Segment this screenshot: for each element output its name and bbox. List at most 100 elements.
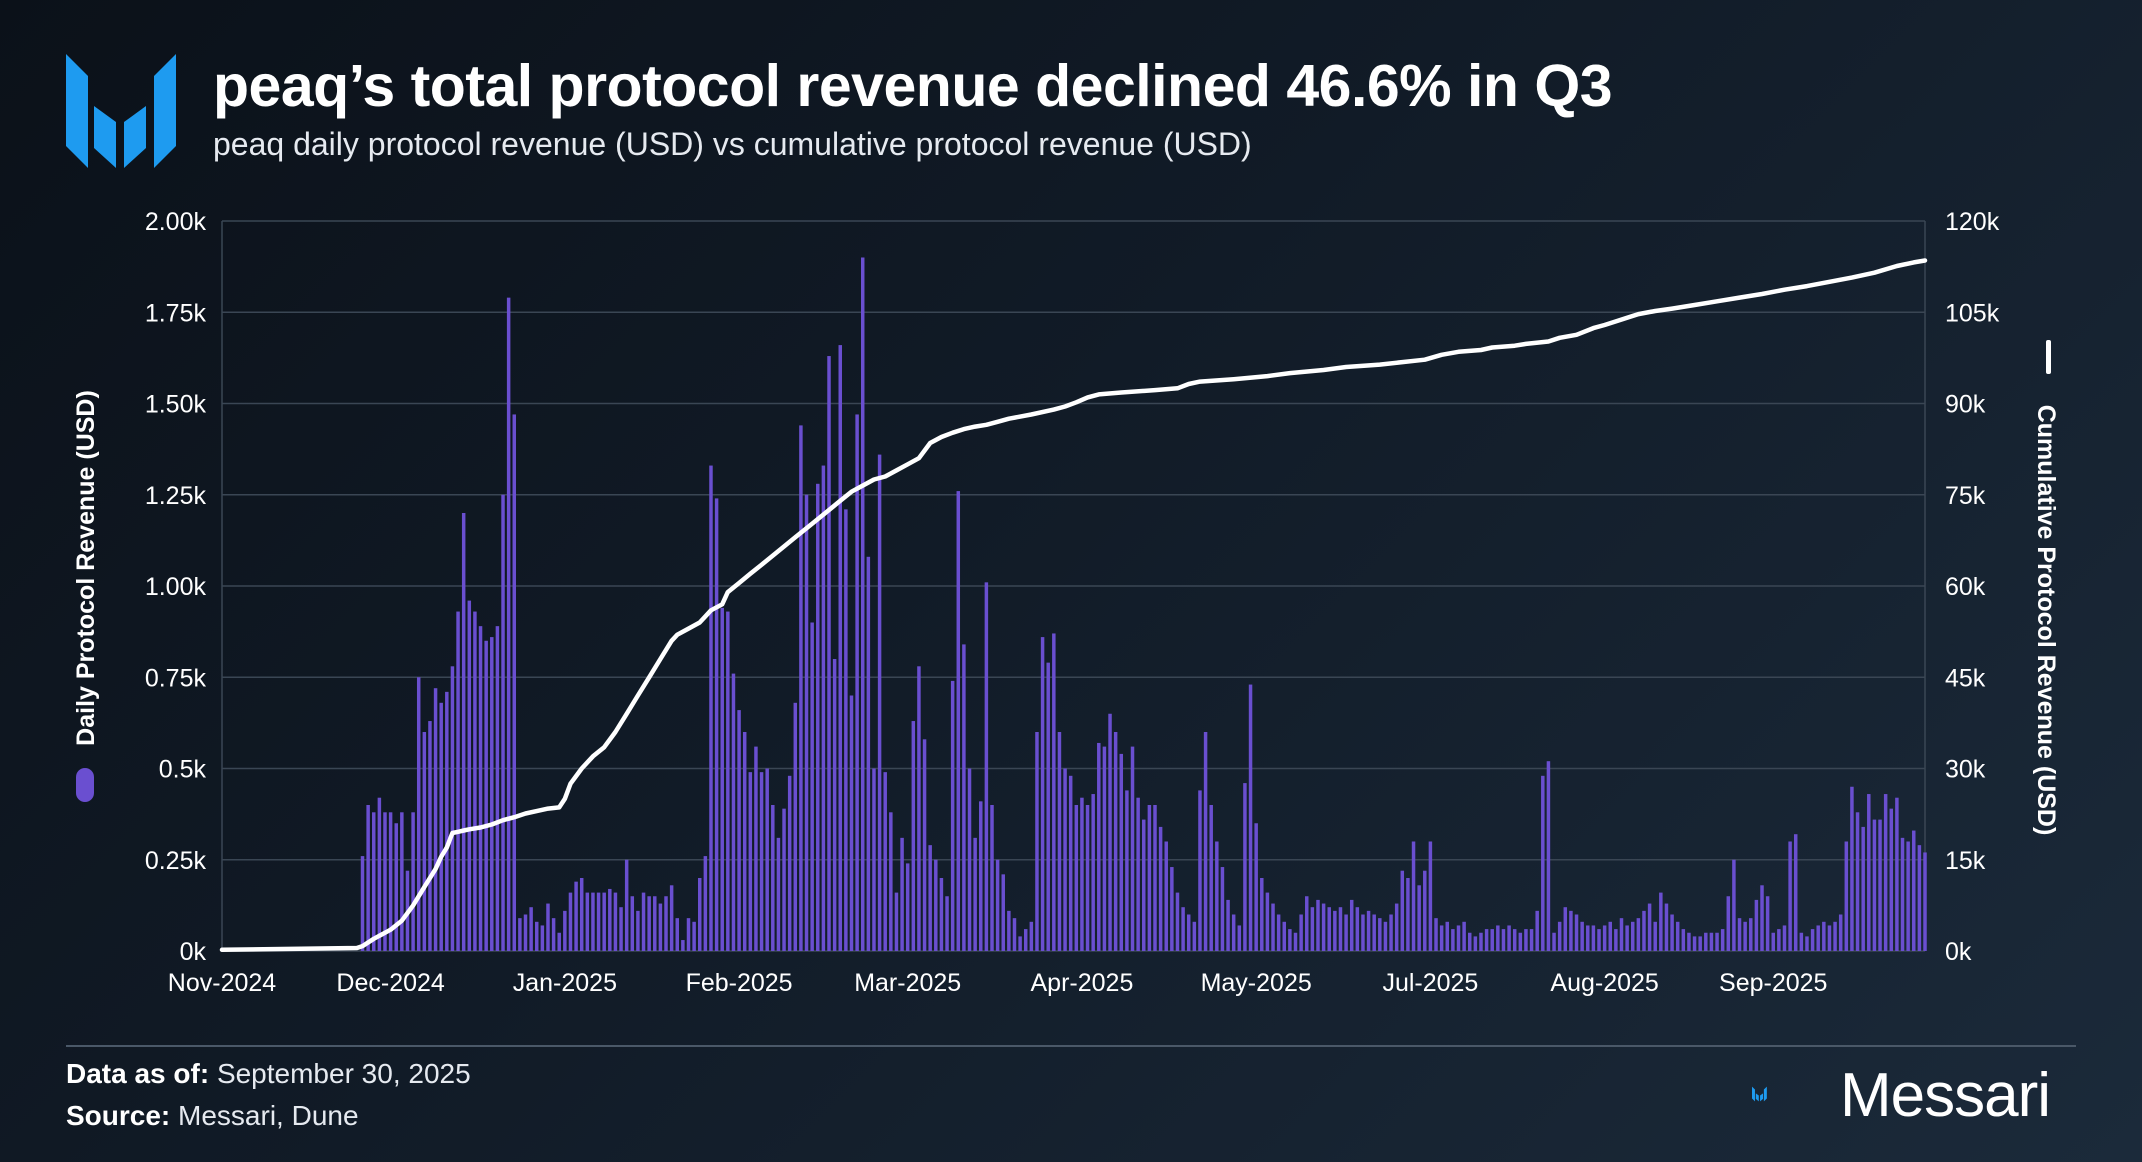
daily-revenue-bar xyxy=(450,666,455,951)
daily-revenue-bar xyxy=(1850,786,1854,951)
daily-revenue-bar xyxy=(1001,874,1005,951)
daily-revenue-bar xyxy=(1630,921,1635,951)
daily-revenue-bar xyxy=(1372,914,1376,951)
daily-revenue-bar xyxy=(1844,841,1849,951)
daily-revenue-bar xyxy=(1732,859,1736,951)
source-line: Source: Messari, Dune xyxy=(66,1100,359,1132)
messari-logo-icon xyxy=(66,54,176,168)
daily-revenue-bar xyxy=(484,640,488,951)
daily-revenue-bar xyxy=(1670,914,1674,951)
daily-revenue-bar xyxy=(726,611,730,951)
daily-revenue-bar xyxy=(1186,914,1191,951)
chart-subtitle: peaq daily protocol revenue (USD) vs cum… xyxy=(213,126,1252,162)
x-tick-label: Feb-2025 xyxy=(686,969,793,997)
daily-revenue-bar xyxy=(1754,899,1759,951)
chart-title: peaq’s total protocol revenue declined 4… xyxy=(213,53,1613,119)
daily-revenue-bar xyxy=(1108,713,1112,951)
daily-revenue-bar xyxy=(1698,936,1702,951)
daily-revenue-bar xyxy=(1434,918,1438,951)
daily-revenue-bar xyxy=(529,907,533,951)
daily-revenue-bar xyxy=(1895,797,1899,951)
daily-revenue-bar xyxy=(866,556,871,951)
daily-revenue-bar xyxy=(1226,899,1230,951)
daily-revenue-bar xyxy=(1838,914,1843,951)
daily-revenue-bar xyxy=(1260,878,1264,951)
daily-revenue-bar xyxy=(1411,841,1416,951)
daily-revenue-bar xyxy=(377,797,382,951)
daily-revenue-bar xyxy=(518,918,522,951)
daily-revenue-bar xyxy=(360,856,365,951)
daily-revenue-bar xyxy=(1749,918,1753,951)
daily-revenue-bar xyxy=(956,491,961,951)
daily-revenue-bar xyxy=(962,644,966,951)
daily-revenue-bar xyxy=(416,677,421,951)
daily-revenue-bar xyxy=(692,921,696,951)
daily-revenue-bar xyxy=(540,925,545,951)
daily-revenue-bar xyxy=(1597,929,1601,951)
daily-revenue-bar xyxy=(703,856,708,951)
daily-revenue-bar xyxy=(979,801,983,951)
daily-revenue-bar xyxy=(1574,914,1579,951)
daily-revenue-bar xyxy=(1119,753,1124,951)
daily-revenue-bar xyxy=(1580,921,1584,951)
daily-revenue-bar xyxy=(1085,805,1090,951)
right-tick-label: 45k xyxy=(1945,664,1986,692)
daily-revenue-bar xyxy=(1063,768,1067,951)
daily-revenue-bar xyxy=(877,454,882,951)
daily-revenue-bar xyxy=(473,611,477,951)
daily-revenue-bar xyxy=(1889,808,1894,951)
x-tick-label: Nov-2024 xyxy=(168,969,276,997)
daily-revenue-bar xyxy=(1484,929,1489,951)
daily-revenue-bar xyxy=(1518,932,1523,951)
daily-revenue-bar xyxy=(872,768,876,951)
daily-revenue-bar xyxy=(1614,929,1618,951)
x-tick-label: Aug-2025 xyxy=(1550,969,1658,997)
daily-revenue-bar xyxy=(1529,929,1534,951)
daily-revenue-bar xyxy=(1715,932,1719,951)
daily-revenue-bar xyxy=(1878,819,1882,951)
daily-revenue-bar xyxy=(1456,925,1461,951)
daily-revenue-bar xyxy=(1552,932,1556,951)
right-tick-label: 75k xyxy=(1945,482,1986,510)
daily-revenue-bar xyxy=(1023,929,1028,951)
daily-revenue-bar xyxy=(1321,903,1326,951)
daily-revenue-bar xyxy=(613,892,618,951)
daily-revenue-bar xyxy=(1428,841,1433,951)
daily-revenue-bar xyxy=(1760,885,1764,951)
daily-revenue-bar xyxy=(1265,892,1270,951)
daily-revenue-bar xyxy=(1231,914,1236,951)
daily-revenue-bar xyxy=(945,896,949,951)
daily-revenue-bar xyxy=(1765,896,1770,951)
daily-revenue-bar xyxy=(709,465,713,951)
daily-revenue-bar xyxy=(388,812,393,951)
daily-revenue-bar xyxy=(1181,907,1185,951)
left-tick-label: 1.75k xyxy=(145,299,207,327)
left-tick-label: 0.25k xyxy=(145,847,207,875)
daily-revenue-bar xyxy=(506,297,511,951)
left-tick-label: 1.00k xyxy=(145,573,207,601)
right-tick-label: 105k xyxy=(1945,299,2000,327)
daily-revenue-bar xyxy=(1900,837,1905,951)
footer-divider xyxy=(66,1045,2076,1047)
messari-brand-icon xyxy=(1752,1086,1767,1102)
daily-revenue-bar xyxy=(1299,914,1303,951)
daily-revenue-bar xyxy=(1130,746,1135,951)
daily-revenue-bar xyxy=(1687,932,1691,951)
daily-revenue-bar xyxy=(771,805,775,951)
daily-revenue-bar xyxy=(917,666,921,951)
daily-revenue-bar xyxy=(1147,805,1152,951)
daily-revenue-bar xyxy=(1827,925,1832,951)
daily-revenue-bar xyxy=(1867,794,1871,951)
left-tick-label: 0k xyxy=(180,938,207,966)
source-label: Source: xyxy=(66,1100,171,1131)
daily-revenue-bar xyxy=(1068,775,1073,951)
left-axis-title: Daily Protocol Revenue (USD) xyxy=(72,390,100,746)
daily-revenue-bar xyxy=(461,513,466,951)
daily-revenue-bar xyxy=(1855,812,1860,951)
daily-revenue-bar xyxy=(1906,841,1910,951)
daily-revenue-bar xyxy=(1636,918,1641,951)
daily-revenue-bar xyxy=(433,688,438,951)
daily-revenue-bar xyxy=(1158,826,1163,951)
daily-revenue-bar xyxy=(658,903,663,951)
daily-revenue-bar xyxy=(551,918,556,951)
